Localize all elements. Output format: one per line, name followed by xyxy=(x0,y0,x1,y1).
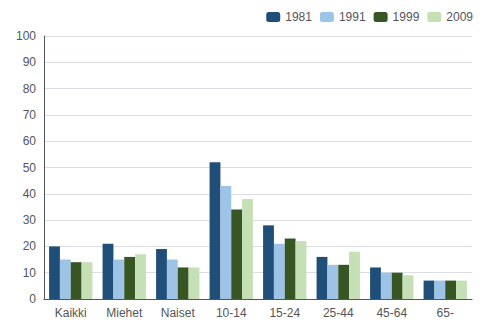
svg-text:1981: 1981 xyxy=(285,10,312,24)
svg-text:40: 40 xyxy=(23,187,37,201)
svg-text:65-: 65- xyxy=(437,306,454,320)
svg-text:60: 60 xyxy=(23,134,37,148)
svg-text:70: 70 xyxy=(23,108,37,122)
svg-text:Naiset: Naiset xyxy=(161,306,196,320)
svg-text:50: 50 xyxy=(23,161,37,175)
svg-text:1999: 1999 xyxy=(393,10,420,24)
svg-text:Kaikki: Kaikki xyxy=(55,306,87,320)
svg-text:30: 30 xyxy=(23,213,37,227)
svg-text:20: 20 xyxy=(23,239,37,253)
svg-text:100: 100 xyxy=(16,29,36,43)
svg-text:0: 0 xyxy=(29,292,36,306)
svg-text:45-64: 45-64 xyxy=(376,306,407,320)
svg-text:25-44: 25-44 xyxy=(323,306,354,320)
svg-text:Miehet: Miehet xyxy=(106,306,143,320)
svg-text:10: 10 xyxy=(23,266,37,280)
svg-text:80: 80 xyxy=(23,82,37,96)
svg-text:2009: 2009 xyxy=(446,10,473,24)
svg-text:1991: 1991 xyxy=(339,10,366,24)
svg-text:10-14: 10-14 xyxy=(216,306,247,320)
svg-text:15-24: 15-24 xyxy=(269,306,300,320)
svg-text:90: 90 xyxy=(23,55,37,69)
